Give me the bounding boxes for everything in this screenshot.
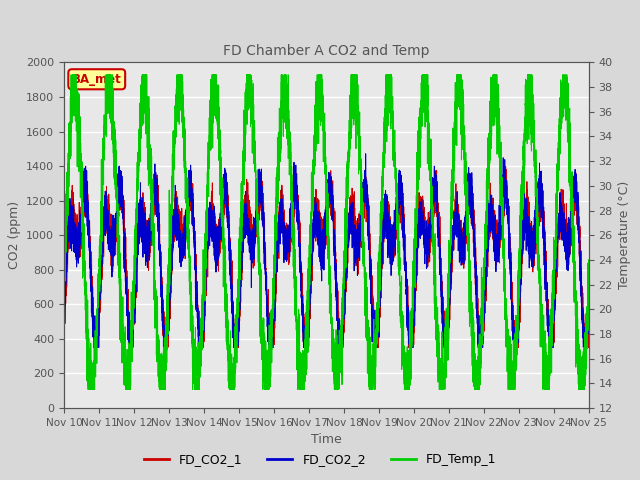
- Y-axis label: CO2 (ppm): CO2 (ppm): [8, 201, 20, 269]
- Legend: FD_CO2_1, FD_CO2_2, FD_Temp_1: FD_CO2_1, FD_CO2_2, FD_Temp_1: [139, 448, 501, 471]
- X-axis label: Time: Time: [311, 433, 342, 446]
- Y-axis label: Temperature (°C): Temperature (°C): [618, 181, 631, 289]
- Text: BA_met: BA_met: [72, 73, 122, 86]
- Title: FD Chamber A CO2 and Temp: FD Chamber A CO2 and Temp: [223, 45, 429, 59]
